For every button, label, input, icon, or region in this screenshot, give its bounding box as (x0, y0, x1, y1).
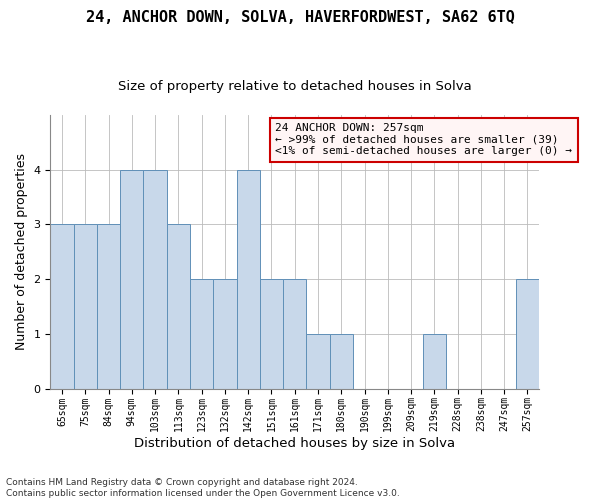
Bar (516, 279, 539, 388)
Bar (307, 334, 329, 388)
Bar (236, 170, 260, 388)
Bar (50, 224, 74, 388)
Y-axis label: Number of detached properties: Number of detached properties (15, 154, 28, 350)
Text: Contains HM Land Registry data © Crown copyright and database right 2024.
Contai: Contains HM Land Registry data © Crown c… (6, 478, 400, 498)
Bar (214, 279, 236, 388)
Bar (143, 170, 167, 388)
Bar (260, 279, 283, 388)
Bar (120, 170, 143, 388)
Bar (97, 224, 120, 388)
Bar (74, 224, 97, 388)
Bar (167, 224, 190, 388)
Text: 24, ANCHOR DOWN, SOLVA, HAVERFORDWEST, SA62 6TQ: 24, ANCHOR DOWN, SOLVA, HAVERFORDWEST, S… (86, 10, 514, 25)
Title: Size of property relative to detached houses in Solva: Size of property relative to detached ho… (118, 80, 472, 93)
Bar (283, 279, 307, 388)
X-axis label: Distribution of detached houses by size in Solva: Distribution of detached houses by size … (134, 437, 455, 450)
Bar (190, 279, 214, 388)
Bar (329, 334, 353, 388)
Bar (423, 334, 446, 388)
Text: 24 ANCHOR DOWN: 257sqm
← >99% of detached houses are smaller (39)
<1% of semi-de: 24 ANCHOR DOWN: 257sqm ← >99% of detache… (275, 123, 572, 156)
